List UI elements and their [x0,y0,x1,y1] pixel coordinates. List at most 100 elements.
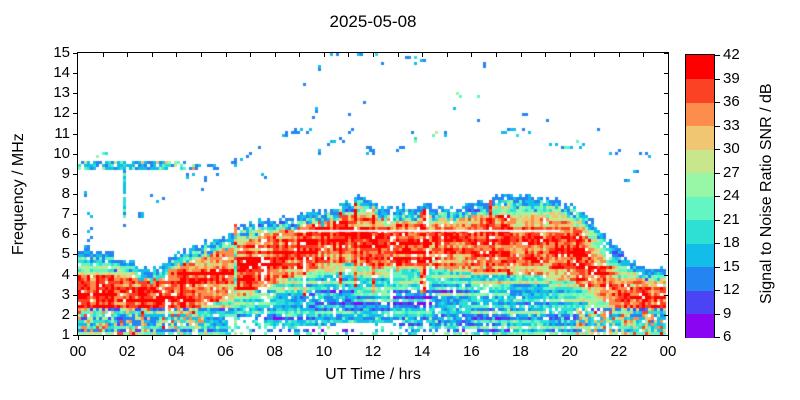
x-tick-bottom [299,336,300,340]
x-minor-tick-top [152,53,153,57]
colorbar-tick-label: 18 [723,234,740,251]
colorbar-tick [715,149,720,150]
x-tick-bottom [275,336,276,340]
x-tick-label: 08 [266,343,283,360]
colorbar-band [686,313,714,338]
y-tick-left [73,254,77,255]
x-tick-bottom [250,336,251,340]
colorbar-band [686,125,714,150]
y-tick-right [664,194,668,195]
x-tick-bottom [78,336,79,340]
y-axis-label: Frequency / MHz [10,133,27,255]
colorbar-tick [715,220,720,221]
x-minor-tick-top [594,53,595,57]
y-tick-label: 10 [53,145,70,162]
y-tick-left [73,134,77,135]
colorbar-tick [715,314,720,315]
x-tick-bottom [324,336,325,340]
colorbar-tick [715,173,720,174]
x-tick-bottom [127,336,128,340]
y-tick-label: 11 [54,125,70,142]
colorbar-band [686,196,714,220]
x-minor-tick-top [127,53,128,57]
colorbar-label: Signal to Noise Ratio SNR / dB [758,83,775,305]
x-minor-tick-top [201,53,202,57]
colorbar-tick [715,126,720,127]
y-tick-left [73,154,77,155]
y-tick-label: 9 [61,165,70,182]
colorbar-tick-label: 21 [723,211,740,228]
x-tick-label: 22 [610,343,628,360]
y-tick-left [73,93,77,94]
colorbar-band [686,102,714,126]
y-tick-label: 7 [61,205,70,222]
x-minor-tick-top [422,53,423,57]
heatmap-canvas [78,53,668,335]
y-tick-left [73,335,77,336]
y-tick-left [73,295,77,296]
x-minor-tick-top [348,53,349,57]
colorbar-tick-label: 15 [723,258,740,275]
x-tick-label: 02 [118,343,136,360]
colorbar-tick-label: 12 [723,281,740,298]
x-tick-bottom [594,336,595,340]
x-tick-label: 00 [69,343,87,360]
y-tick-right [664,275,668,276]
x-tick-bottom [348,336,349,340]
colorbar-tick-label: 33 [723,117,740,134]
x-minor-tick-top [226,53,227,57]
colorbar-band [686,219,714,244]
x-tick-label: 00 [659,343,677,360]
colorbar-band [686,55,714,79]
x-tick-label: 06 [217,343,234,360]
y-tick-label: 8 [61,185,70,202]
y-tick-right [664,335,668,336]
x-tick-bottom [226,336,227,340]
y-tick-right [664,214,668,215]
colorbar [685,54,715,338]
y-tick-label: 4 [61,266,70,283]
colorbar-tick [715,290,720,291]
colorbar-tick-label: 6 [723,328,732,345]
y-tick-right [664,53,668,54]
y-tick-left [73,194,77,195]
colorbar-tick-label: 39 [723,70,740,87]
chart-title: 2025-05-08 [329,12,417,31]
x-minor-tick-top [299,53,300,57]
colorbar-tick-label: 30 [723,140,740,157]
x-tick-bottom [201,336,202,340]
colorbar-tick-label: 27 [723,164,740,181]
y-tick-label: 12 [53,104,70,121]
x-minor-tick-top [521,53,522,57]
x-minor-tick-top [250,53,251,57]
x-minor-tick-top [103,53,104,57]
y-tick-left [73,174,77,175]
y-tick-left [73,73,77,74]
x-tick-bottom [373,336,374,340]
colorbar-tick [715,337,720,338]
y-tick-label: 13 [53,84,70,101]
y-tick-right [664,73,668,74]
x-tick-label: 10 [315,343,333,360]
colorbar-band [686,243,714,267]
x-minor-tick-top [471,53,472,57]
colorbar-band [686,78,714,103]
y-tick-label: 1 [61,326,70,343]
y-tick-label: 2 [61,306,70,323]
y-tick-label: 5 [61,245,70,262]
y-tick-right [664,254,668,255]
y-tick-label: 14 [53,64,70,81]
y-tick-left [73,113,77,114]
colorbar-band [686,266,714,291]
x-minor-tick-top [275,53,276,57]
y-tick-left [73,315,77,316]
x-tick-bottom [103,336,104,340]
x-minor-tick-top [619,53,620,57]
x-minor-tick-top [324,53,325,57]
colorbar-band [686,290,714,314]
x-tick-bottom [398,336,399,340]
y-tick-right [664,134,668,135]
x-tick-label: 16 [462,343,480,360]
x-tick-bottom [619,336,620,340]
